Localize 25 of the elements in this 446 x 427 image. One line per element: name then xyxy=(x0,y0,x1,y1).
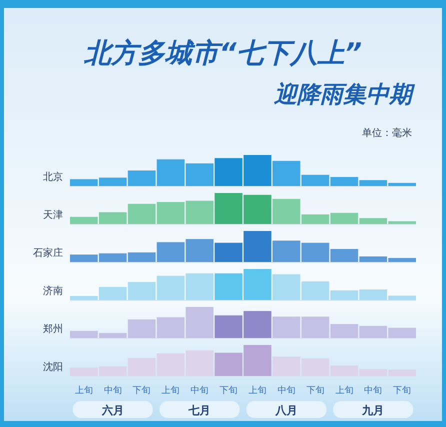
chart-subtitle: 迎降雨集中期 xyxy=(273,81,416,108)
x-tick-label: 中旬 xyxy=(104,385,122,396)
x-tick-label: 上旬 xyxy=(335,385,354,396)
x-tick-label: 上旬 xyxy=(248,385,266,396)
y-axis-title: 郑州 xyxy=(43,323,63,335)
y-axis-title: 济南 xyxy=(43,285,63,297)
x-tick-label: 下旬 xyxy=(393,385,412,396)
text: 六月 xyxy=(100,404,124,417)
x-tick-label: 下旬 xyxy=(220,385,238,396)
text: 八月 xyxy=(274,404,298,417)
x-tick-label: 中旬 xyxy=(277,385,296,396)
x-tick-label: 中旬 xyxy=(190,385,209,396)
x-tick-label: 下旬 xyxy=(132,385,151,396)
x-tick-label: 下旬 xyxy=(306,385,324,396)
y-axis-title: 沈阳 xyxy=(43,361,63,373)
x-tick-label: 中旬 xyxy=(364,385,382,396)
chart-title: 北方多城市“七下八上” xyxy=(83,38,362,69)
x-tick-label: 上旬 xyxy=(74,385,93,396)
y-axis-title: 天津 xyxy=(43,209,63,221)
text: 九月 xyxy=(361,404,384,417)
y-axis-title: 石家庄 xyxy=(33,247,63,259)
x-tick-label: 上旬 xyxy=(162,385,180,396)
text: 七月 xyxy=(188,404,211,417)
text: 单位：毫米 xyxy=(362,127,412,139)
y-axis-title: 北京 xyxy=(43,171,63,183)
